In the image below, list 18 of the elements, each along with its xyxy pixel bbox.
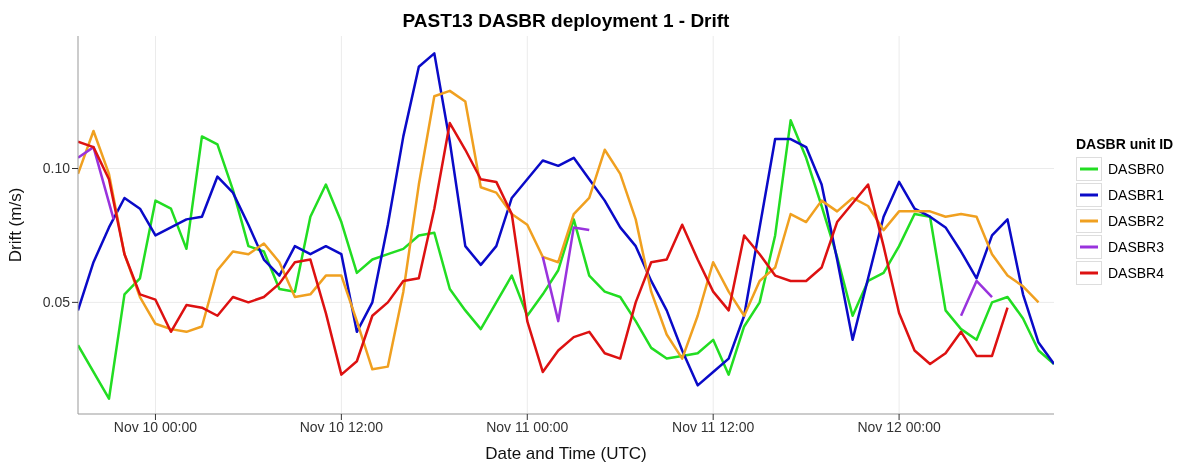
x-tick-label: Nov 10 12:00 [299,418,384,435]
x-tick-label: Nov 10 00:00 [113,418,198,435]
x-tick-label: Nov 11 12:00 [672,418,755,435]
line-series [78,89,1040,371]
legend-label: DASBR3 [1108,239,1165,255]
y-axis-title: Drift (m/s) [6,187,26,263]
y-tick-label: 0.05 [42,294,71,311]
legend-label: DASBR0 [1108,161,1165,177]
chart-title: PAST13 DASBR deployment 1 - Drift [401,10,731,32]
line-series [78,52,1054,387]
legend-label: DASBR2 [1108,213,1165,229]
legend-label: DASBR4 [1108,265,1165,281]
legend-label: DASBR1 [1108,187,1165,203]
y-tick-label: 0.10 [42,160,71,177]
legend-title: DASBR unit ID [1076,136,1174,152]
x-tick-label: Nov 12 00:00 [857,418,941,435]
x-tick-label: Nov 11 00:00 [486,418,569,435]
x-axis-title: Date and Time (UTC) [485,444,647,463]
